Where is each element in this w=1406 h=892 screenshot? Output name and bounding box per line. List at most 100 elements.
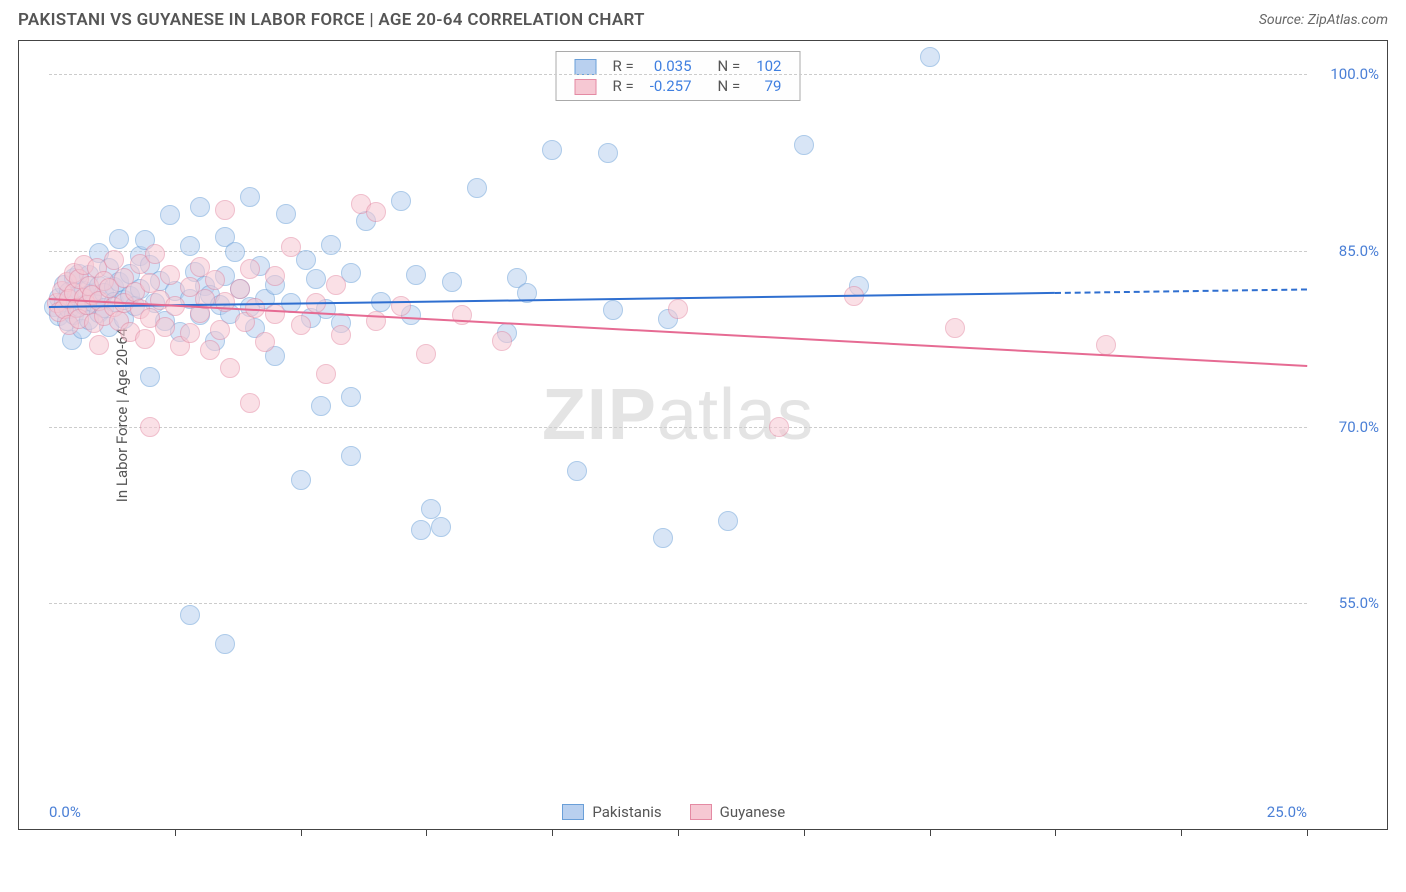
data-point xyxy=(567,461,587,481)
data-point xyxy=(265,266,285,286)
data-point xyxy=(160,265,180,285)
x-tick xyxy=(678,829,679,836)
data-point xyxy=(265,304,285,324)
data-point xyxy=(331,325,351,345)
legend-stats-row: R =-0.257N =79 xyxy=(567,76,790,96)
trend-line xyxy=(1055,288,1307,294)
data-point xyxy=(180,605,200,625)
r-value: 0.035 xyxy=(642,56,700,76)
data-point xyxy=(945,318,965,338)
n-label: N = xyxy=(700,56,749,76)
data-point xyxy=(180,236,200,256)
r-label: R = xyxy=(605,56,642,76)
watermark-prefix: ZIP xyxy=(542,375,657,455)
data-point xyxy=(140,367,160,387)
data-point xyxy=(391,191,411,211)
gridline xyxy=(49,74,1307,75)
data-point xyxy=(225,242,245,262)
data-point xyxy=(366,202,386,222)
data-point xyxy=(205,270,225,290)
y-tick-label: 100.0% xyxy=(1319,65,1379,83)
data-point xyxy=(215,634,235,654)
source-label: Source: ZipAtlas.com xyxy=(1259,12,1388,28)
x-tick xyxy=(426,829,427,836)
data-point xyxy=(200,340,220,360)
legend-swatch xyxy=(575,79,597,95)
legend-label: Guyanese xyxy=(720,803,786,821)
data-point xyxy=(542,140,562,160)
data-point xyxy=(341,446,361,466)
chart-container: ZIPatlas In Labor Force | Age 20-64 R =0… xyxy=(18,40,1388,830)
data-point xyxy=(668,299,688,319)
data-point xyxy=(291,470,311,490)
legend-stats-row: R =0.035N =102 xyxy=(567,56,790,76)
data-point xyxy=(281,237,301,257)
data-point xyxy=(411,520,431,540)
data-point xyxy=(155,317,175,337)
r-value: -0.257 xyxy=(642,76,700,96)
data-point xyxy=(920,47,940,67)
data-point xyxy=(326,275,346,295)
legend-swatch xyxy=(690,804,712,820)
x-tick xyxy=(552,829,553,836)
legend-swatch xyxy=(562,804,584,820)
legend-item: Pakistanis xyxy=(562,803,661,821)
data-point xyxy=(492,331,512,351)
data-point xyxy=(215,200,235,220)
x-tick xyxy=(175,829,176,836)
r-label: R = xyxy=(605,76,642,96)
data-point xyxy=(210,320,230,340)
gridline xyxy=(49,427,1307,428)
data-point xyxy=(316,364,336,384)
x-min-label: 0.0% xyxy=(49,803,81,821)
data-point xyxy=(769,417,789,437)
data-point xyxy=(180,323,200,343)
data-point xyxy=(240,393,260,413)
data-point xyxy=(276,204,296,224)
n-value: 102 xyxy=(748,56,789,76)
data-point xyxy=(140,417,160,437)
data-point xyxy=(240,259,260,279)
data-point xyxy=(718,511,738,531)
legend-stats-box: R =0.035N =102R =-0.257N =79 xyxy=(556,51,801,101)
data-point xyxy=(416,344,436,364)
legend-bottom-row: 0.0% Pakistanis Guyanese 25.0% xyxy=(49,803,1307,821)
y-axis-title: In Labor Force | Age 20-64 xyxy=(113,328,131,502)
data-point xyxy=(653,528,673,548)
watermark: ZIPatlas xyxy=(542,374,814,456)
y-tick-label: 85.0% xyxy=(1319,242,1379,260)
data-point xyxy=(230,279,250,299)
chart-header: PAKISTANI VS GUYANESE IN LABOR FORCE | A… xyxy=(0,0,1406,36)
data-point xyxy=(145,244,165,264)
x-tick xyxy=(804,829,805,836)
data-point xyxy=(341,387,361,407)
data-point xyxy=(598,143,618,163)
gridline xyxy=(49,603,1307,604)
data-point xyxy=(291,315,311,335)
plot-area: ZIPatlas In Labor Force | Age 20-64 R =0… xyxy=(49,51,1307,779)
data-point xyxy=(240,187,260,207)
data-point xyxy=(89,335,109,355)
data-point xyxy=(109,229,129,249)
data-point xyxy=(794,135,814,155)
n-label: N = xyxy=(700,76,749,96)
legend-series: Pakistanis Guyanese xyxy=(562,803,785,821)
legend-swatch xyxy=(575,59,597,75)
data-point xyxy=(255,332,275,352)
data-point xyxy=(306,269,326,289)
data-point xyxy=(431,517,451,537)
x-tick xyxy=(301,829,302,836)
n-value: 79 xyxy=(748,76,789,96)
data-point xyxy=(467,178,487,198)
legend-item: Guyanese xyxy=(690,803,786,821)
data-point xyxy=(190,197,210,217)
data-point xyxy=(135,329,155,349)
y-tick-label: 70.0% xyxy=(1319,418,1379,436)
x-tick xyxy=(1055,829,1056,836)
data-point xyxy=(442,272,462,292)
data-point xyxy=(220,358,240,378)
x-max-label: 25.0% xyxy=(1267,803,1307,821)
data-point xyxy=(603,300,623,320)
legend-label: Pakistanis xyxy=(592,803,661,821)
data-point xyxy=(391,296,411,316)
